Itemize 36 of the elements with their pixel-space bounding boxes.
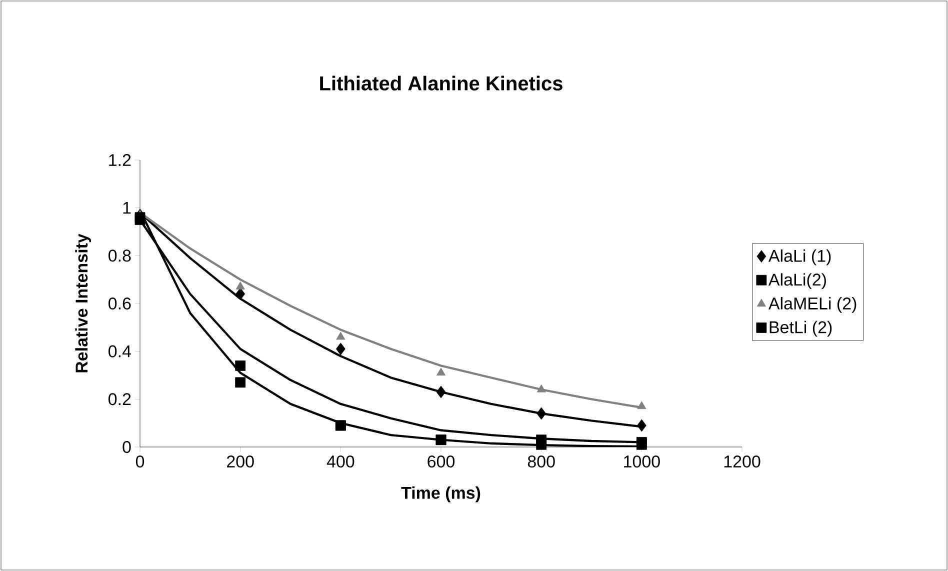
chart-title: Lithiated Alanine Kinetics [320,76,562,91]
y-tick-label: 1 [123,202,131,214]
x-tick-label: 1000 [624,456,660,468]
point [236,288,246,300]
x-tick-label: 400 [326,456,354,468]
point [536,407,546,420]
point [536,439,547,450]
x-tick-label: 800 [528,456,555,468]
point [436,386,446,398]
point [235,377,246,388]
point [336,332,346,340]
y-tick-label: 1.2 [109,154,131,166]
point [536,384,546,392]
point [636,419,646,432]
point [236,282,245,290]
point [336,342,346,356]
y-tick-label: 0.2 [108,393,131,406]
y-tick-label: 0.4 [108,345,131,358]
x-tick-label: 200 [227,456,254,468]
x-axis-title: Time (ms) [401,486,480,502]
legend-label: BetLi (2) [770,320,832,337]
point [636,439,647,450]
legend-label: AlaLi(2) [768,273,826,290]
legend-label: AlaMELi (2) [768,297,856,313]
legend-label: AlaLi (1) [768,249,831,266]
point [436,368,446,376]
y-tick-label: 0.6 [108,297,131,310]
point [235,360,246,371]
point [134,212,146,223]
x-tick-label: 1200 [724,456,760,468]
y-tick-label: 0.8 [108,250,131,262]
y-axis-title: Relative Intensity [75,234,92,372]
x-tick-label: 0 [136,456,144,468]
x-tick-label: 600 [428,456,455,468]
point [637,401,646,410]
y-tick-label: 0 [122,440,131,454]
